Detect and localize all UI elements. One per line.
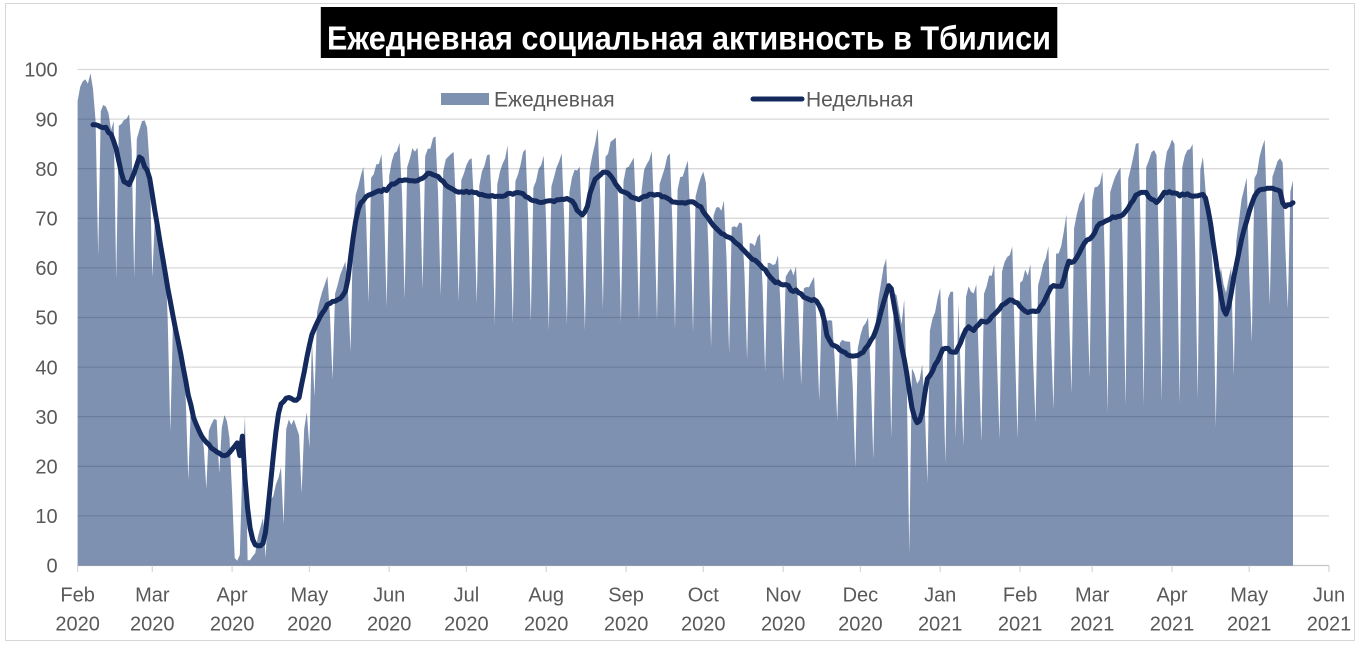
svg-text:May: May	[1230, 585, 1268, 607]
svg-text:Недельная: Недельная	[806, 89, 913, 112]
svg-text:2020: 2020	[210, 614, 255, 636]
svg-text:2021: 2021	[1070, 614, 1115, 636]
svg-text:Jun: Jun	[373, 585, 405, 607]
svg-text:2020: 2020	[367, 614, 412, 636]
svg-text:2021: 2021	[1227, 614, 1272, 636]
svg-text:Aug: Aug	[528, 585, 564, 607]
svg-text:Sep: Sep	[608, 585, 644, 607]
svg-text:80: 80	[35, 159, 57, 181]
svg-text:0: 0	[46, 556, 57, 578]
svg-text:40: 40	[35, 357, 57, 379]
svg-text:Apr: Apr	[217, 585, 248, 607]
svg-text:2020: 2020	[130, 614, 175, 636]
svg-text:2020: 2020	[444, 614, 489, 636]
svg-text:60: 60	[35, 258, 57, 280]
svg-text:Jun: Jun	[1313, 585, 1345, 607]
svg-text:2020: 2020	[681, 614, 726, 636]
svg-text:2020: 2020	[604, 614, 649, 636]
svg-text:2020: 2020	[838, 614, 883, 636]
svg-text:50: 50	[35, 308, 57, 330]
svg-text:Ежедневная: Ежедневная	[494, 89, 615, 112]
svg-text:70: 70	[35, 209, 57, 231]
svg-text:2020: 2020	[524, 614, 569, 636]
svg-text:Dec: Dec	[843, 585, 879, 607]
svg-text:Feb: Feb	[1003, 585, 1037, 607]
svg-text:Oct: Oct	[688, 585, 720, 607]
svg-text:2021: 2021	[1150, 614, 1195, 636]
svg-text:2021: 2021	[918, 614, 963, 636]
svg-text:Apr: Apr	[1156, 585, 1187, 607]
svg-text:100: 100	[24, 60, 57, 82]
svg-text:90: 90	[35, 109, 57, 131]
svg-text:Nov: Nov	[765, 585, 801, 607]
svg-text:2020: 2020	[55, 614, 100, 636]
svg-text:Mar: Mar	[135, 585, 170, 607]
svg-text:20: 20	[35, 457, 57, 479]
svg-text:Feb: Feb	[60, 585, 94, 607]
svg-text:Ежедневная социальная активнос: Ежедневная социальная активность в Тбили…	[327, 20, 1051, 57]
svg-text:2020: 2020	[761, 614, 806, 636]
svg-text:Jul: Jul	[454, 585, 480, 607]
svg-text:2021: 2021	[1307, 614, 1352, 636]
svg-text:May: May	[291, 585, 329, 607]
svg-text:2020: 2020	[287, 614, 332, 636]
svg-text:2021: 2021	[998, 614, 1043, 636]
svg-text:Mar: Mar	[1075, 585, 1110, 607]
svg-text:10: 10	[35, 506, 57, 528]
svg-text:Jan: Jan	[924, 585, 956, 607]
svg-text:30: 30	[35, 407, 57, 429]
